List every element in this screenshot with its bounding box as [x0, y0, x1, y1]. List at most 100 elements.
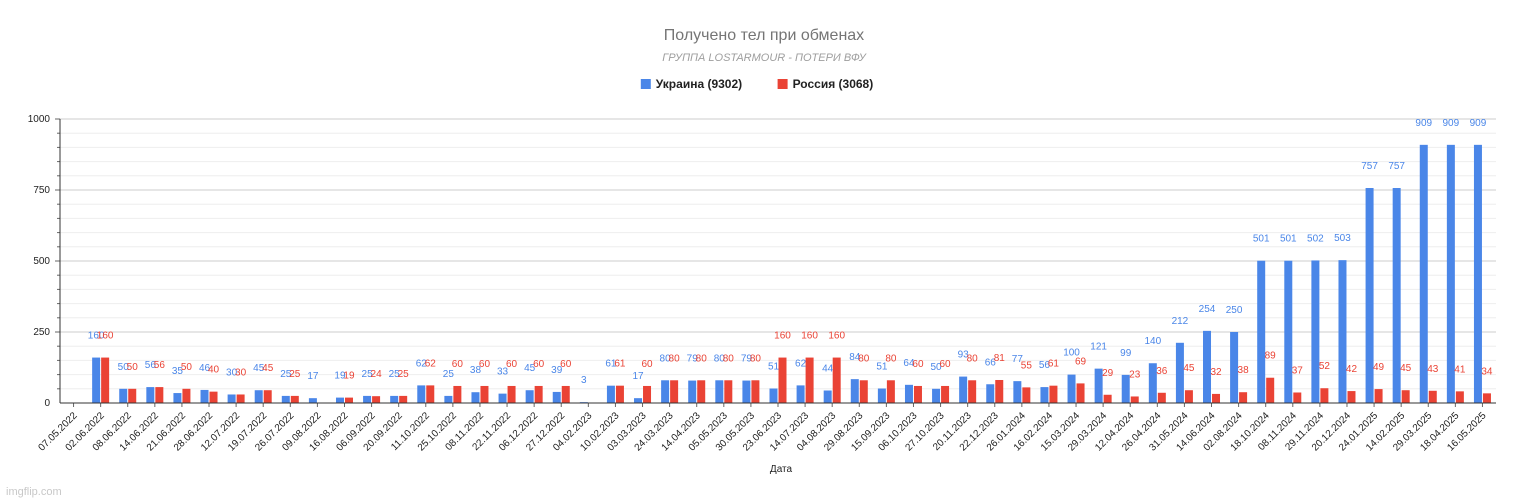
bar: [534, 385, 543, 403]
bar: [606, 385, 615, 403]
bar: [1347, 391, 1356, 403]
data-label: 52: [1319, 361, 1331, 372]
data-label: 80: [669, 353, 681, 364]
bar: [1121, 374, 1130, 403]
data-label: 757: [1361, 161, 1378, 172]
data-label: 44: [822, 364, 834, 375]
bar: [453, 385, 462, 403]
data-label: 501: [1280, 234, 1297, 245]
data-label: 69: [1075, 356, 1087, 367]
bar: [688, 380, 697, 403]
data-label: 17: [632, 371, 644, 382]
bar: [1293, 392, 1302, 403]
data-label: 66: [985, 357, 997, 368]
bar: [1428, 390, 1437, 403]
bar: [390, 395, 399, 403]
data-label: 84: [849, 352, 861, 363]
bar: [1049, 385, 1058, 403]
bar: [1013, 381, 1022, 403]
bar: [182, 388, 191, 403]
bar: [209, 391, 218, 403]
data-label: 62: [795, 358, 807, 369]
bar: [227, 394, 236, 403]
bar: [715, 380, 724, 403]
data-label: 60: [506, 359, 518, 370]
data-label: 140: [1144, 336, 1161, 347]
legend-swatch: [640, 79, 651, 89]
data-label: 25: [443, 369, 455, 380]
bar: [850, 379, 859, 403]
bar: [643, 385, 652, 403]
bar: [1311, 260, 1320, 403]
bar: [886, 380, 895, 403]
bar: [1103, 394, 1112, 403]
bar: [1284, 260, 1293, 403]
data-label: 60: [533, 359, 545, 370]
data-label: 30: [235, 367, 247, 378]
bar: [1473, 144, 1482, 403]
bar: [941, 385, 950, 403]
data-label: 19: [334, 371, 346, 382]
data-label: 51: [768, 362, 780, 373]
bar: [146, 387, 155, 403]
data-label: 254: [1199, 304, 1216, 315]
data-label: 50: [181, 362, 193, 373]
data-label: 62: [416, 358, 428, 369]
data-label: 60: [560, 359, 572, 370]
y-tick-label: 0: [44, 398, 50, 409]
data-label: 19: [343, 371, 355, 382]
data-label: 41: [1454, 364, 1466, 375]
data-label: 56: [145, 360, 157, 371]
data-label: 25: [280, 369, 292, 380]
bar: [1374, 389, 1383, 403]
bar: [119, 388, 128, 403]
bar: [1257, 260, 1266, 403]
bar: [1338, 260, 1347, 403]
bar: [1401, 390, 1410, 403]
bar: [480, 385, 489, 403]
data-label: 501: [1253, 234, 1270, 245]
bar: [399, 395, 408, 403]
bar: [1157, 392, 1166, 403]
data-label: 80: [660, 353, 672, 364]
bar: [254, 390, 263, 403]
data-label: 37: [1292, 365, 1304, 376]
bar: [1076, 383, 1085, 403]
data-label: 40: [208, 365, 220, 376]
data-label: 17: [307, 371, 319, 382]
data-label: 45: [1400, 363, 1412, 374]
bar: [724, 380, 733, 403]
data-label: 62: [425, 358, 437, 369]
data-label: 99: [1120, 348, 1132, 359]
y-tick-label: 500: [33, 256, 50, 267]
data-label: 45: [524, 363, 536, 374]
bar: [959, 376, 968, 403]
bar: [1175, 342, 1184, 403]
bar: [1184, 390, 1193, 403]
data-label: 55: [1021, 360, 1033, 371]
legend-swatch: [777, 79, 788, 89]
bar: [236, 394, 245, 403]
bar: [1130, 396, 1139, 403]
data-label: 80: [723, 353, 735, 364]
data-label: 80: [696, 353, 708, 364]
bar: [1365, 188, 1374, 403]
data-label: 60: [479, 359, 491, 370]
bar: [200, 389, 209, 403]
data-label: 80: [885, 353, 897, 364]
data-label: 909: [1415, 118, 1432, 129]
data-label: 25: [389, 369, 401, 380]
x-axis-title: Дата: [770, 464, 793, 475]
bar: [101, 357, 110, 403]
data-label: 80: [714, 353, 726, 364]
bar: [1022, 387, 1031, 403]
bar: [417, 385, 426, 403]
data-label: 46: [199, 363, 211, 374]
bar: [281, 395, 290, 403]
data-label: 49: [1373, 362, 1385, 373]
data-label: 50: [931, 362, 943, 373]
data-label: 80: [858, 353, 870, 364]
data-label: 160: [801, 331, 818, 342]
bars-group: [92, 144, 1491, 403]
data-label: 51: [876, 362, 888, 373]
